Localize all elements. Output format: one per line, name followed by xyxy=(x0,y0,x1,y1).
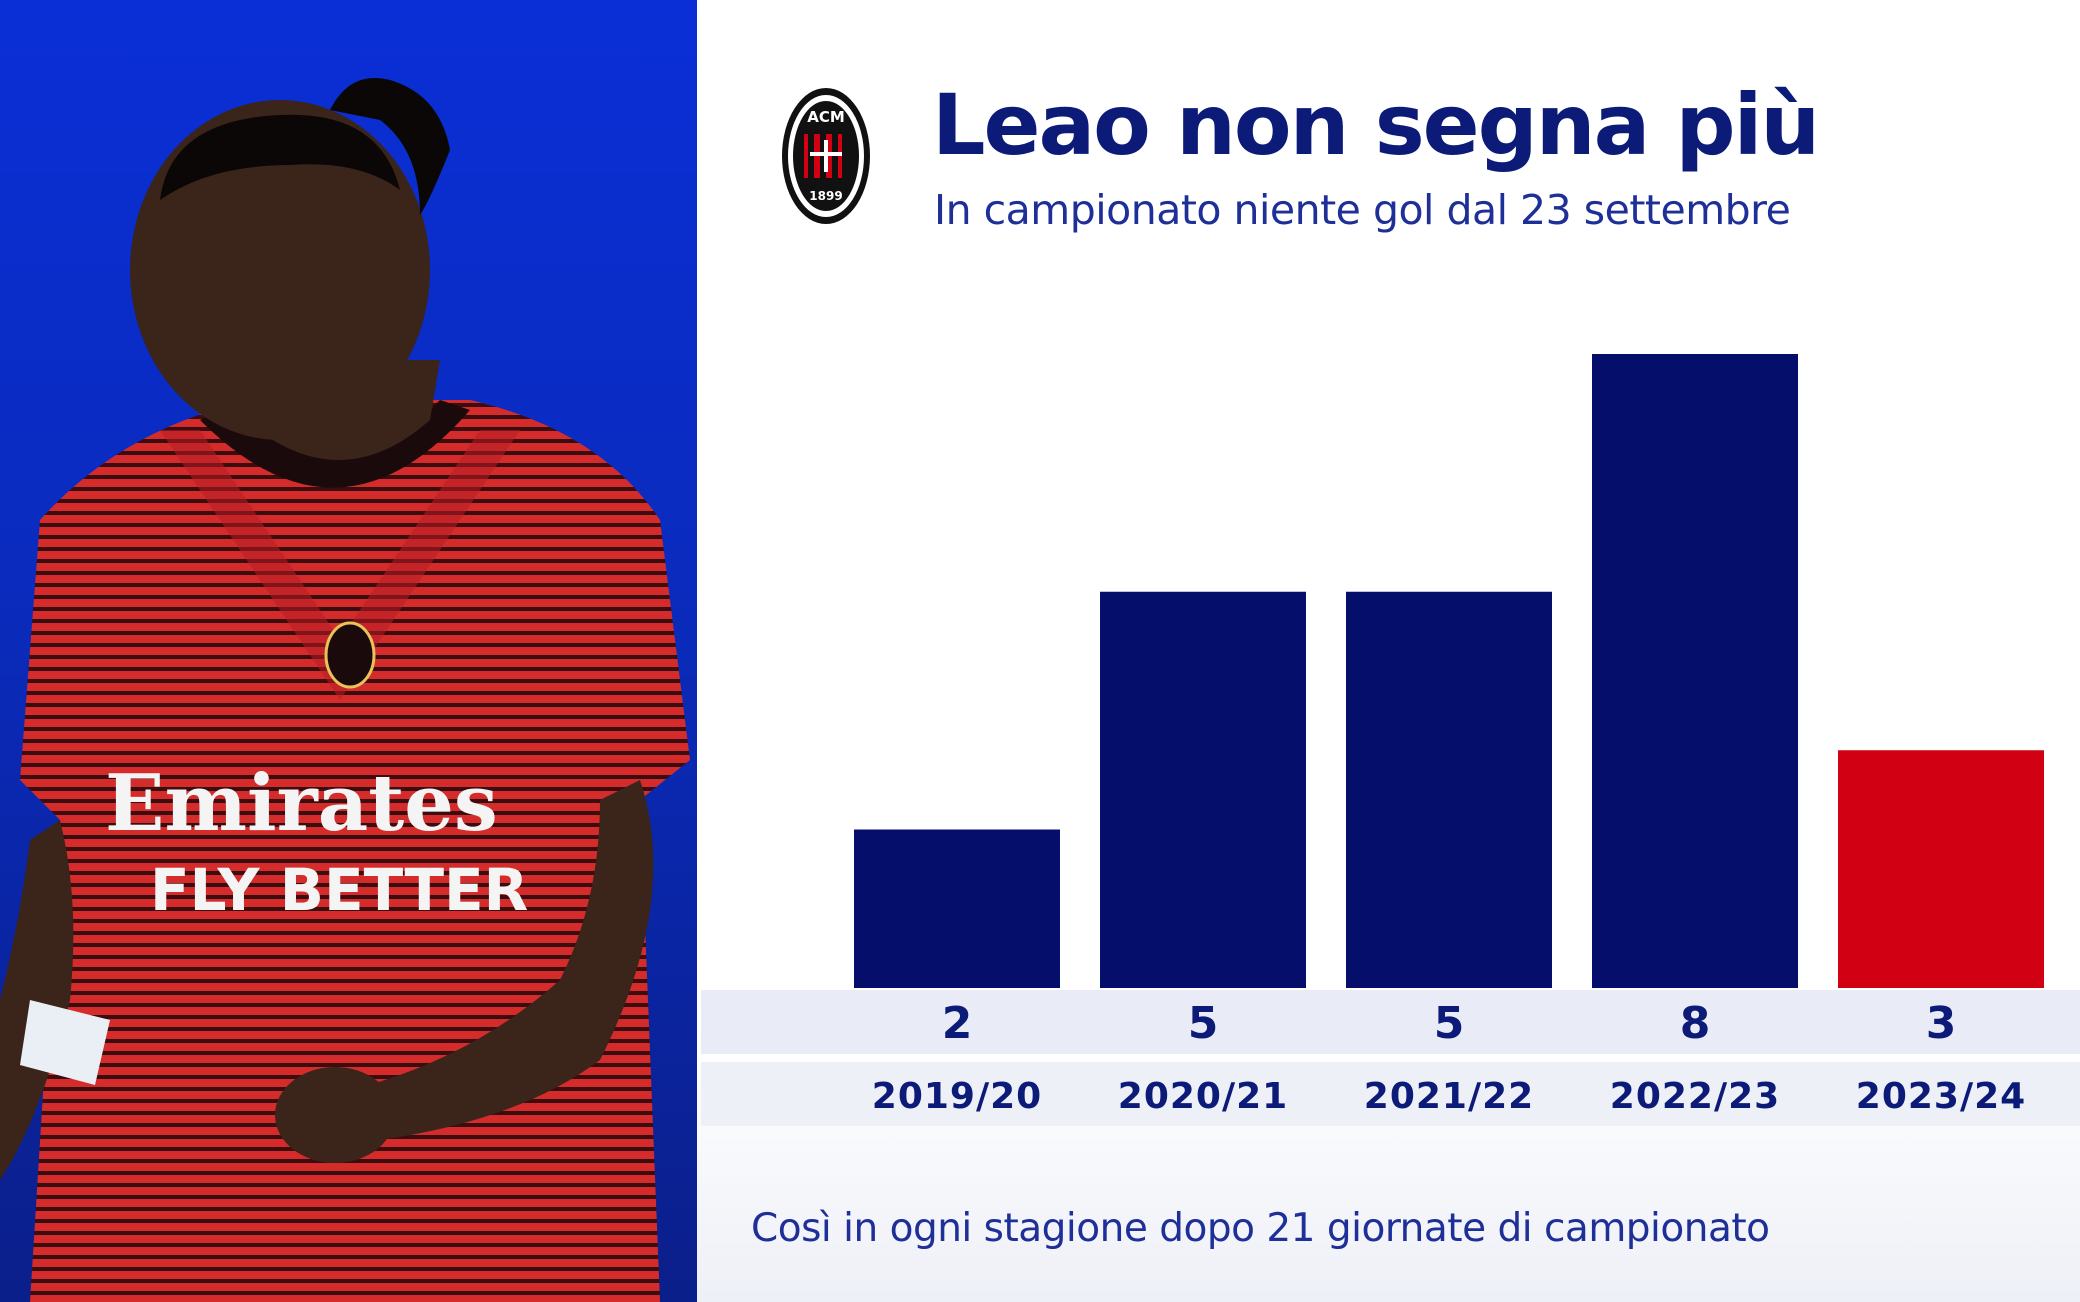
category-label: 2019/20 xyxy=(872,1076,1042,1117)
bar-2021-22 xyxy=(1346,591,1552,988)
value-label: 2 xyxy=(942,998,973,1049)
logo-text-top: ACM xyxy=(807,108,845,126)
categories-band xyxy=(701,1062,2080,1126)
logo-text-bottom: 1899 xyxy=(809,189,842,203)
values-band xyxy=(701,990,2080,1054)
shirt-sponsor-line1: Emirates xyxy=(105,758,498,849)
bar-2023-24 xyxy=(1838,750,2044,988)
value-label: 5 xyxy=(1188,998,1219,1049)
bar-2019-20 xyxy=(854,829,1060,988)
page-title: Leao non segna più xyxy=(932,76,1820,174)
value-label: 5 xyxy=(1434,998,1465,1049)
ac-milan-crest-icon: ACM 1899 xyxy=(782,88,870,224)
value-label: 8 xyxy=(1680,998,1711,1049)
player-photo: Emirates FLY BETTER xyxy=(0,78,690,1302)
page-subtitle: In campionato niente gol dal 23 settembr… xyxy=(934,186,1791,234)
value-label: 3 xyxy=(1926,998,1957,1049)
player-photo-panel: Emirates FLY BETTER xyxy=(0,0,697,1302)
shirt-sponsor-line2: FLY BETTER xyxy=(150,856,528,924)
category-label: 2023/24 xyxy=(1856,1076,2026,1117)
bar-2022-23 xyxy=(1592,354,1798,988)
bar-2020-21 xyxy=(1100,591,1306,988)
category-label: 2020/21 xyxy=(1118,1076,1288,1117)
bar-chart: 2 5 5 8 3 2019/20 2020/21 2021/22 2022/23 2023/2… xyxy=(701,354,2080,1126)
category-label: 2022/23 xyxy=(1610,1076,1780,1117)
footnote: Così in ogni stagione dopo 21 giornate d… xyxy=(751,1206,1770,1251)
category-label: 2021/22 xyxy=(1364,1076,1534,1117)
